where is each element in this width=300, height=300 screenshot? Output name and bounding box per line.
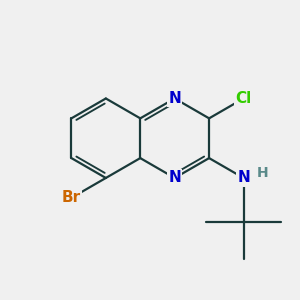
Text: Cl: Cl [236, 91, 252, 106]
Text: Br: Br [62, 190, 81, 205]
Text: N: N [168, 170, 181, 185]
Text: N: N [168, 91, 181, 106]
Text: H: H [257, 166, 268, 180]
Text: N: N [237, 170, 250, 185]
